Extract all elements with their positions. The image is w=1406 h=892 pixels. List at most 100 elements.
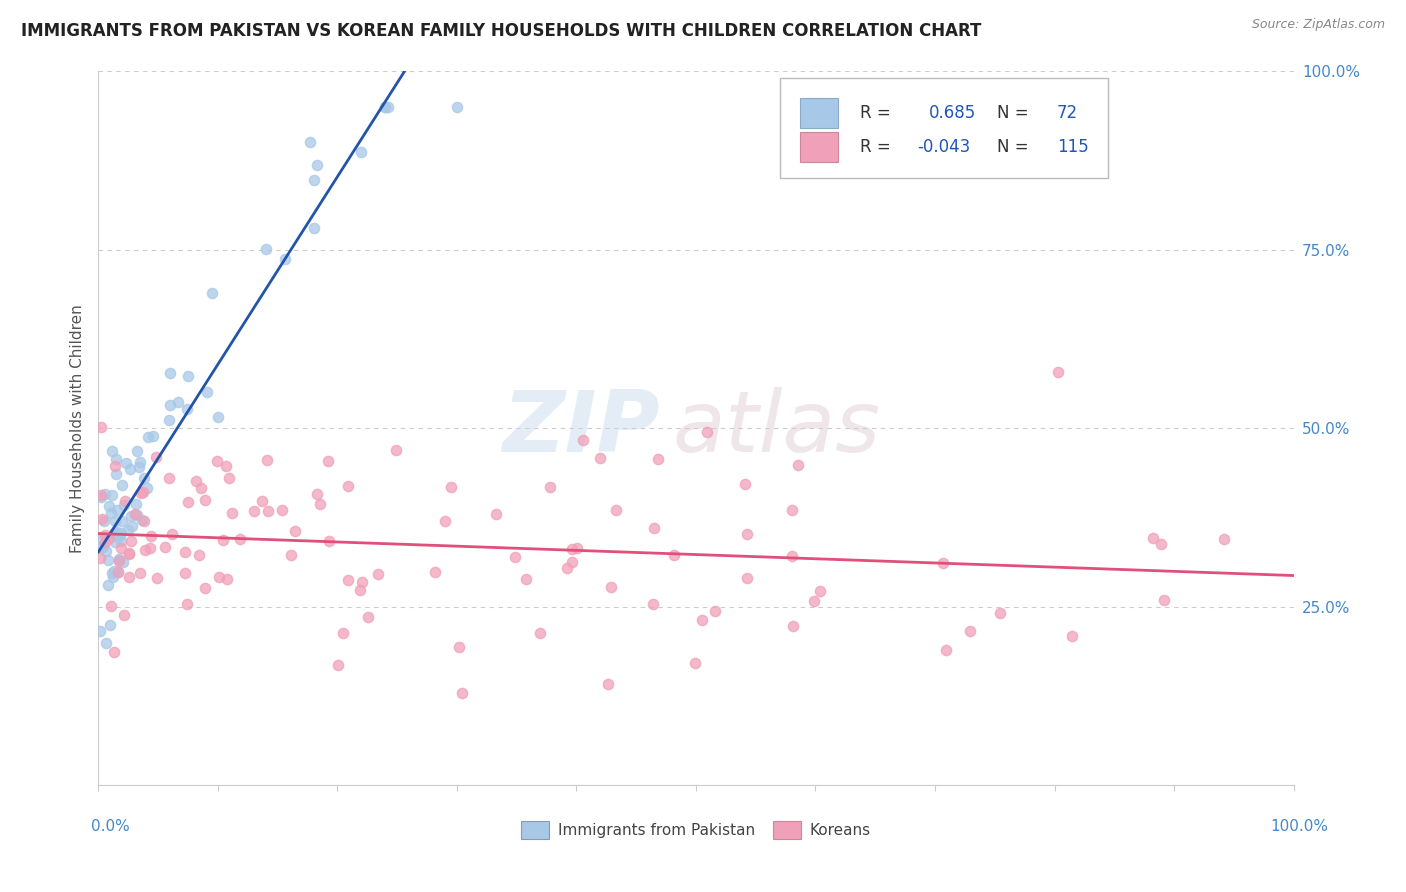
- Point: [177, 495, 200, 509]
- Point: [641, 597, 664, 611]
- Point: [101, 444, 124, 458]
- Point: [316, 453, 339, 467]
- Point: [157, 470, 180, 484]
- Point: [215, 458, 238, 473]
- Point: [107, 529, 129, 543]
- Point: [141, 529, 163, 543]
- Point: [250, 493, 273, 508]
- Point: [280, 548, 302, 562]
- Point: [110, 534, 132, 549]
- Point: [195, 384, 218, 399]
- Point: [94, 636, 117, 650]
- Point: [1047, 365, 1070, 379]
- Point: [374, 100, 396, 114]
- Point: [134, 543, 156, 558]
- Point: [120, 533, 142, 548]
- Point: [600, 581, 623, 595]
- Point: [104, 458, 127, 473]
- Point: [309, 497, 332, 511]
- Point: [377, 100, 399, 114]
- Point: [142, 429, 165, 443]
- Point: [104, 514, 127, 528]
- Point: [105, 503, 128, 517]
- Point: [159, 398, 181, 412]
- Point: [120, 461, 142, 475]
- Point: [190, 481, 212, 495]
- Point: [132, 471, 155, 485]
- Point: [131, 485, 153, 500]
- Text: R =: R =: [859, 138, 890, 156]
- Point: [145, 450, 167, 464]
- Point: [167, 395, 190, 409]
- Point: [1153, 592, 1175, 607]
- Point: [97, 499, 120, 513]
- Point: [647, 452, 669, 467]
- Point: [176, 597, 198, 611]
- Point: [90, 488, 112, 502]
- Point: [153, 540, 176, 554]
- Point: [111, 478, 134, 492]
- Point: [103, 564, 125, 578]
- Point: [174, 545, 197, 559]
- Point: [112, 607, 135, 622]
- Point: [555, 560, 578, 574]
- Point: [101, 566, 124, 580]
- Point: [117, 523, 139, 537]
- Point: [93, 528, 115, 542]
- Point: [110, 514, 132, 528]
- Point: [782, 618, 804, 632]
- Point: [780, 503, 803, 517]
- FancyBboxPatch shape: [779, 78, 1108, 178]
- Point: [194, 581, 217, 595]
- Point: [120, 508, 142, 523]
- Point: [270, 503, 292, 517]
- Point: [112, 498, 135, 512]
- Text: -0.043: -0.043: [917, 138, 970, 156]
- Point: [128, 455, 150, 469]
- Point: [110, 526, 132, 541]
- Point: [803, 593, 825, 607]
- Text: Source: ZipAtlas.com: Source: ZipAtlas.com: [1251, 18, 1385, 31]
- Point: [157, 413, 180, 427]
- Point: [125, 497, 148, 511]
- Point: [184, 474, 207, 488]
- Point: [735, 571, 758, 585]
- Point: [159, 367, 181, 381]
- Point: [243, 504, 266, 518]
- Point: [139, 541, 162, 555]
- Point: [1213, 532, 1236, 546]
- Text: R =: R =: [859, 103, 890, 121]
- Point: [302, 221, 325, 235]
- Point: [100, 599, 122, 613]
- Point: [1142, 531, 1164, 545]
- Point: [207, 454, 229, 468]
- Point: [349, 582, 371, 597]
- Point: [734, 477, 756, 491]
- Point: [703, 604, 725, 618]
- Point: [128, 460, 150, 475]
- Point: [93, 514, 115, 528]
- Point: [374, 100, 396, 114]
- Bar: [800, 98, 838, 128]
- Point: [108, 553, 131, 567]
- Point: [97, 552, 120, 566]
- Point: [221, 506, 243, 520]
- Point: [177, 368, 200, 383]
- Point: [136, 481, 159, 495]
- Point: [1150, 536, 1173, 550]
- Point: [111, 556, 134, 570]
- Point: [299, 136, 322, 150]
- Point: [118, 546, 141, 560]
- Point: [173, 566, 195, 581]
- Point: [108, 554, 131, 568]
- Point: [121, 519, 143, 533]
- Point: [434, 514, 457, 528]
- Point: [451, 686, 474, 700]
- Point: [332, 626, 354, 640]
- Point: [256, 243, 278, 257]
- Text: 72: 72: [1057, 103, 1078, 121]
- Point: [94, 487, 117, 501]
- Point: [89, 531, 111, 545]
- Point: [194, 493, 217, 508]
- Point: [91, 512, 114, 526]
